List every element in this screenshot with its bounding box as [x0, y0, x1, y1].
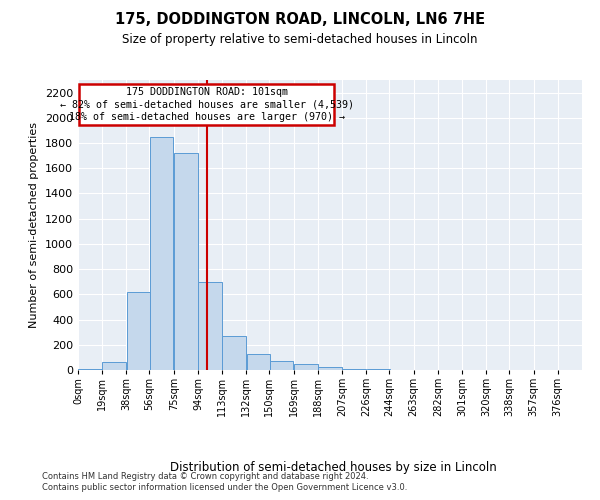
Text: Contains public sector information licensed under the Open Government Licence v3: Contains public sector information licen…: [42, 484, 407, 492]
Text: Size of property relative to semi-detached houses in Lincoln: Size of property relative to semi-detach…: [122, 32, 478, 46]
FancyBboxPatch shape: [79, 84, 334, 126]
Text: Contains HM Land Registry data © Crown copyright and database right 2024.: Contains HM Land Registry data © Crown c…: [42, 472, 368, 481]
Text: 18% of semi-detached houses are larger (970) →: 18% of semi-detached houses are larger (…: [69, 112, 345, 122]
Bar: [103, 362, 126, 370]
Bar: [294, 364, 317, 370]
Bar: [174, 153, 197, 370]
Y-axis label: Number of semi-detached properties: Number of semi-detached properties: [29, 122, 40, 328]
Text: 175 DODDINGTON ROAD: 101sqm: 175 DODDINGTON ROAD: 101sqm: [126, 86, 288, 97]
Bar: [247, 354, 271, 370]
Text: Distribution of semi-detached houses by size in Lincoln: Distribution of semi-detached houses by …: [170, 461, 496, 474]
Bar: [318, 367, 342, 370]
Bar: [150, 136, 173, 370]
Bar: [269, 361, 293, 370]
Bar: [78, 368, 102, 370]
Bar: [223, 336, 246, 370]
Text: 175, DODDINGTON ROAD, LINCOLN, LN6 7HE: 175, DODDINGTON ROAD, LINCOLN, LN6 7HE: [115, 12, 485, 28]
Text: ← 82% of semi-detached houses are smaller (4,539): ← 82% of semi-detached houses are smalle…: [60, 99, 354, 109]
Bar: [198, 282, 222, 370]
Bar: [127, 292, 151, 370]
